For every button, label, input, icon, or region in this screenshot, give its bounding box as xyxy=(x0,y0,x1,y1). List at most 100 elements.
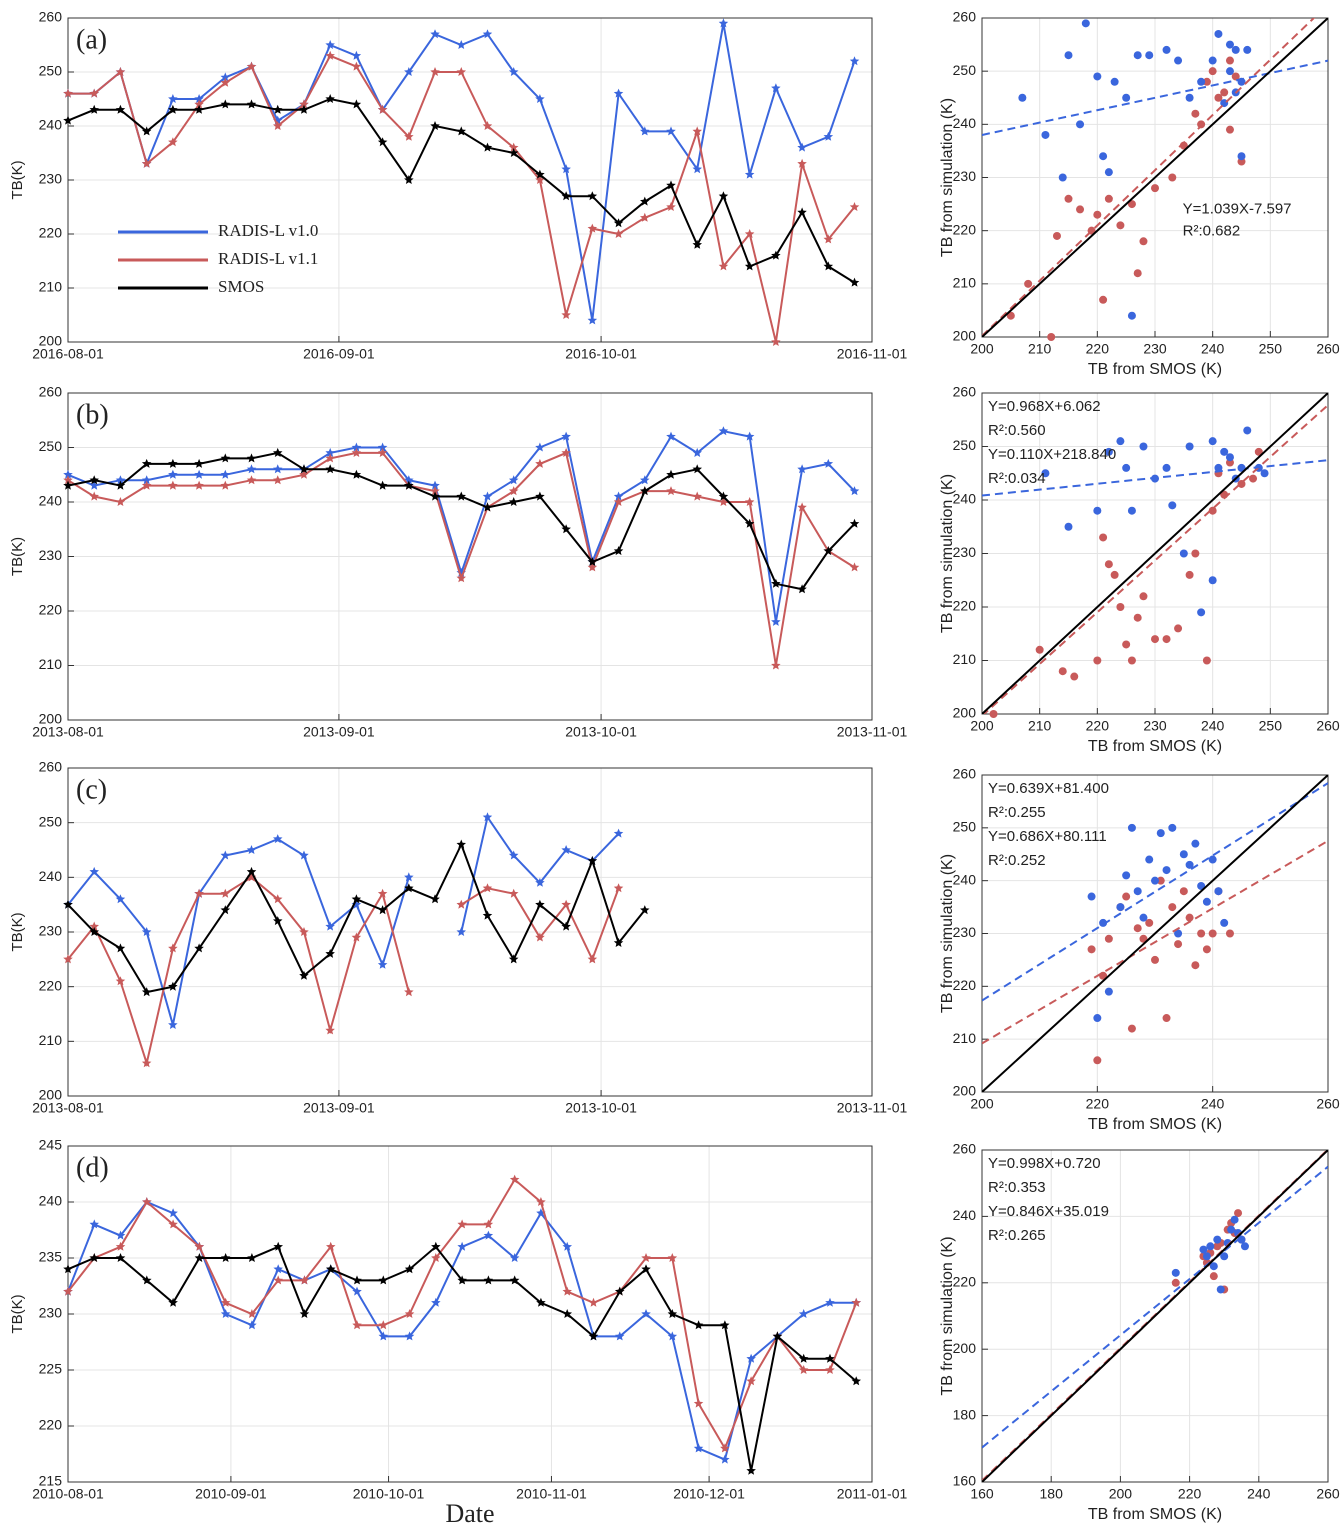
x-tick-label: 2016-09-01 xyxy=(303,346,375,362)
scatter-point xyxy=(1145,51,1154,60)
star-marker xyxy=(535,442,545,452)
x-axis-label: TB from SMOS (K) xyxy=(1088,1116,1222,1133)
star-marker xyxy=(718,261,729,271)
scatter-point xyxy=(1208,437,1217,446)
y-tick-label: 260 xyxy=(953,766,977,782)
x-axis-label: Date xyxy=(445,1499,494,1528)
star-marker xyxy=(825,1353,835,1363)
star-marker xyxy=(141,927,152,936)
star-marker xyxy=(797,158,807,168)
x-tick-label: 240 xyxy=(1247,1486,1271,1502)
y-tick-label: 210 xyxy=(953,651,977,667)
y-axis-label: TB from simulation (K) xyxy=(939,854,956,1013)
scatter-point xyxy=(1179,850,1188,859)
y-tick-label: 200 xyxy=(39,1087,63,1103)
star-marker xyxy=(457,1219,467,1229)
scatter-point xyxy=(1104,447,1113,456)
star-marker xyxy=(720,1443,730,1453)
star-marker xyxy=(141,458,152,468)
star-marker xyxy=(63,1264,73,1274)
star-marker xyxy=(430,67,440,76)
star-marker xyxy=(851,1376,861,1386)
legend-label: SMOS xyxy=(218,277,264,296)
star-marker xyxy=(798,1353,809,1363)
star-marker xyxy=(667,1309,678,1318)
fit-line xyxy=(982,782,1328,1002)
star-marker xyxy=(615,1331,625,1341)
scatter-point xyxy=(1206,1242,1215,1251)
scatter-point xyxy=(1145,855,1154,864)
star-marker xyxy=(63,115,73,125)
y-tick-label: 210 xyxy=(953,275,977,291)
star-marker xyxy=(142,1275,152,1285)
scatter-point xyxy=(1185,913,1194,922)
star-marker xyxy=(325,921,335,931)
star-marker xyxy=(718,426,729,436)
star-marker xyxy=(194,480,204,490)
star-marker xyxy=(89,480,99,490)
star-marker xyxy=(587,191,598,201)
star-marker xyxy=(561,310,571,319)
scatter-point xyxy=(1104,560,1113,569)
scatter-point xyxy=(1052,231,1061,240)
scatter-point xyxy=(1208,855,1217,864)
scatter-point xyxy=(1214,93,1223,102)
plot-frame xyxy=(981,774,1329,1093)
scatter-point xyxy=(1208,506,1217,515)
scatter-point xyxy=(1041,469,1050,478)
y-tick-label: 250 xyxy=(953,62,977,78)
star-marker xyxy=(63,88,73,98)
x-tick-label: 200 xyxy=(970,718,994,734)
x-tick-label: 260 xyxy=(1316,341,1340,357)
star-marker xyxy=(168,137,178,147)
star-marker xyxy=(220,99,231,109)
y-tick-label: 230 xyxy=(39,923,63,939)
scatter-point xyxy=(1127,506,1136,515)
star-marker xyxy=(613,937,624,947)
scatter-point xyxy=(1202,77,1211,86)
star-marker xyxy=(89,1253,99,1262)
y-tick-label: 200 xyxy=(953,705,977,721)
star-marker xyxy=(456,40,466,49)
star-marker xyxy=(849,562,860,572)
panel-label: (d) xyxy=(76,1152,109,1183)
annotation: R²:0.682 xyxy=(1183,222,1241,239)
star-marker xyxy=(561,524,571,534)
star-marker xyxy=(483,1230,494,1240)
star-marker xyxy=(273,447,283,457)
star-marker xyxy=(246,845,257,854)
star-marker xyxy=(325,40,335,49)
star-marker xyxy=(141,158,152,168)
star-marker xyxy=(115,943,126,953)
y-tick-label: 230 xyxy=(39,171,63,187)
star-marker xyxy=(89,88,99,98)
x-tick-label: 220 xyxy=(1086,1096,1110,1112)
star-marker xyxy=(508,486,519,496)
star-marker xyxy=(273,1241,283,1251)
y-axis-label: TB(K) xyxy=(9,537,26,576)
star-marker xyxy=(718,497,729,506)
star-marker xyxy=(849,56,860,66)
scatter-point xyxy=(1197,77,1206,86)
star-marker xyxy=(115,894,126,904)
scatter-point xyxy=(1133,613,1142,622)
star-marker xyxy=(299,850,309,860)
x-tick-label: 2013-09-01 xyxy=(303,1100,375,1116)
star-marker xyxy=(561,191,571,201)
star-marker xyxy=(220,77,231,87)
star-marker xyxy=(299,1309,310,1318)
star-marker xyxy=(771,337,781,346)
scatter-point xyxy=(1139,237,1148,246)
x-tick-label: 2013-09-01 xyxy=(303,724,375,740)
y-axis-label: TB from simulation (K) xyxy=(939,474,956,633)
scatter-point xyxy=(1199,1245,1208,1254)
star-marker xyxy=(798,1365,809,1374)
scatter-point xyxy=(1225,67,1234,76)
star-marker xyxy=(352,1320,362,1330)
star-marker xyxy=(457,1241,467,1251)
scatter-point xyxy=(1018,93,1027,102)
star-marker xyxy=(326,1241,336,1251)
scatter-point xyxy=(1191,549,1200,558)
star-marker xyxy=(588,1297,599,1307)
star-marker xyxy=(89,927,99,936)
